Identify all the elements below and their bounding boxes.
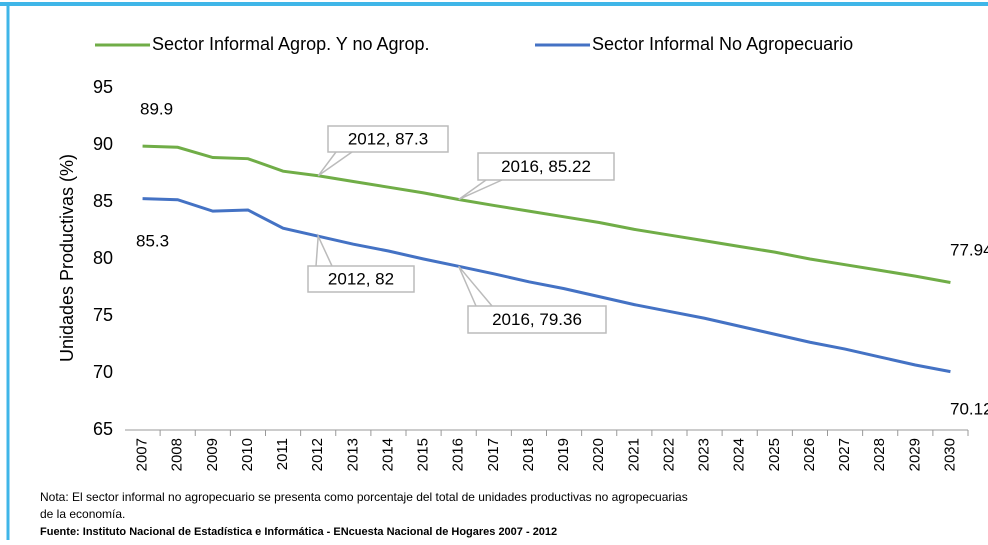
x-tick-label: 2028 xyxy=(871,438,888,471)
annotation: 2012, 82 xyxy=(328,269,394,288)
y-tick-label: 85 xyxy=(93,191,113,211)
x-tick-label: 2012 xyxy=(309,438,326,471)
x-tick-label: 2007 xyxy=(134,438,151,471)
x-tick-label: 2027 xyxy=(836,438,853,471)
data-label: 70.12 xyxy=(950,399,988,418)
note: de la economía. xyxy=(40,507,125,521)
x-tick-label: 2013 xyxy=(344,438,361,471)
callout-box xyxy=(467,305,607,334)
legend-label: Sector Informal No Agropecuario xyxy=(592,34,853,54)
legend-label: Sector Informal Agrop. Y no Agrop. xyxy=(152,34,430,54)
x-tick-label: 2018 xyxy=(520,438,537,471)
x-tick-label: 2026 xyxy=(801,438,818,471)
y-tick-label: 90 xyxy=(93,134,113,154)
y-tick-label: 65 xyxy=(93,419,113,439)
callout-box xyxy=(307,265,415,293)
y-tick-label: 75 xyxy=(93,305,113,325)
callout-pointer xyxy=(458,265,493,307)
source: Fuente: Instituto Nacional de Estadístic… xyxy=(40,526,557,538)
x-tick-label: 2022 xyxy=(660,438,677,471)
annotation: 2016, 79.36 xyxy=(492,310,582,329)
x-tick-label: 2016 xyxy=(450,438,467,471)
x-tick-label: 2011 xyxy=(274,438,291,470)
line-series xyxy=(142,144,951,284)
callout-pointer xyxy=(458,179,503,201)
y-tick-label: 80 xyxy=(93,248,113,268)
y-axis-label: Unidades Productivas (%) xyxy=(57,154,77,362)
x-tick-label: 2008 xyxy=(169,438,186,471)
x-tick-label: 2017 xyxy=(485,438,502,471)
annotation: 2016, 85.22 xyxy=(501,157,591,176)
x-tick-label: 2009 xyxy=(204,438,221,471)
x-tick-label: 2020 xyxy=(590,438,607,471)
x-tick-label: 2029 xyxy=(906,438,923,471)
x-tick-label: 2030 xyxy=(941,438,958,471)
x-tick-label: 2014 xyxy=(379,438,396,471)
annotation: 2012, 87.3 xyxy=(348,129,428,148)
x-tick-label: 2023 xyxy=(696,438,713,471)
y-tick-label: 70 xyxy=(93,362,113,382)
x-tick-label: 2019 xyxy=(555,438,572,471)
x-tick-label: 2025 xyxy=(766,438,783,471)
callout-pointer xyxy=(315,233,333,267)
y-tick-label: 95 xyxy=(93,77,113,97)
callout-box xyxy=(477,152,615,181)
note: Nota: El sector informal no agropecuario… xyxy=(40,490,688,504)
data-label: 85.3 xyxy=(136,231,169,250)
data-label: 89.9 xyxy=(140,99,173,118)
callout-box xyxy=(327,125,449,153)
callout-pointer xyxy=(317,151,353,177)
line-series xyxy=(142,197,951,374)
x-tick-label: 2021 xyxy=(625,438,642,471)
x-tick-label: 2015 xyxy=(415,438,432,471)
data-label: 77.94 xyxy=(950,240,988,259)
x-tick-label: 2024 xyxy=(731,438,748,471)
x-tick-label: 2010 xyxy=(239,438,256,471)
